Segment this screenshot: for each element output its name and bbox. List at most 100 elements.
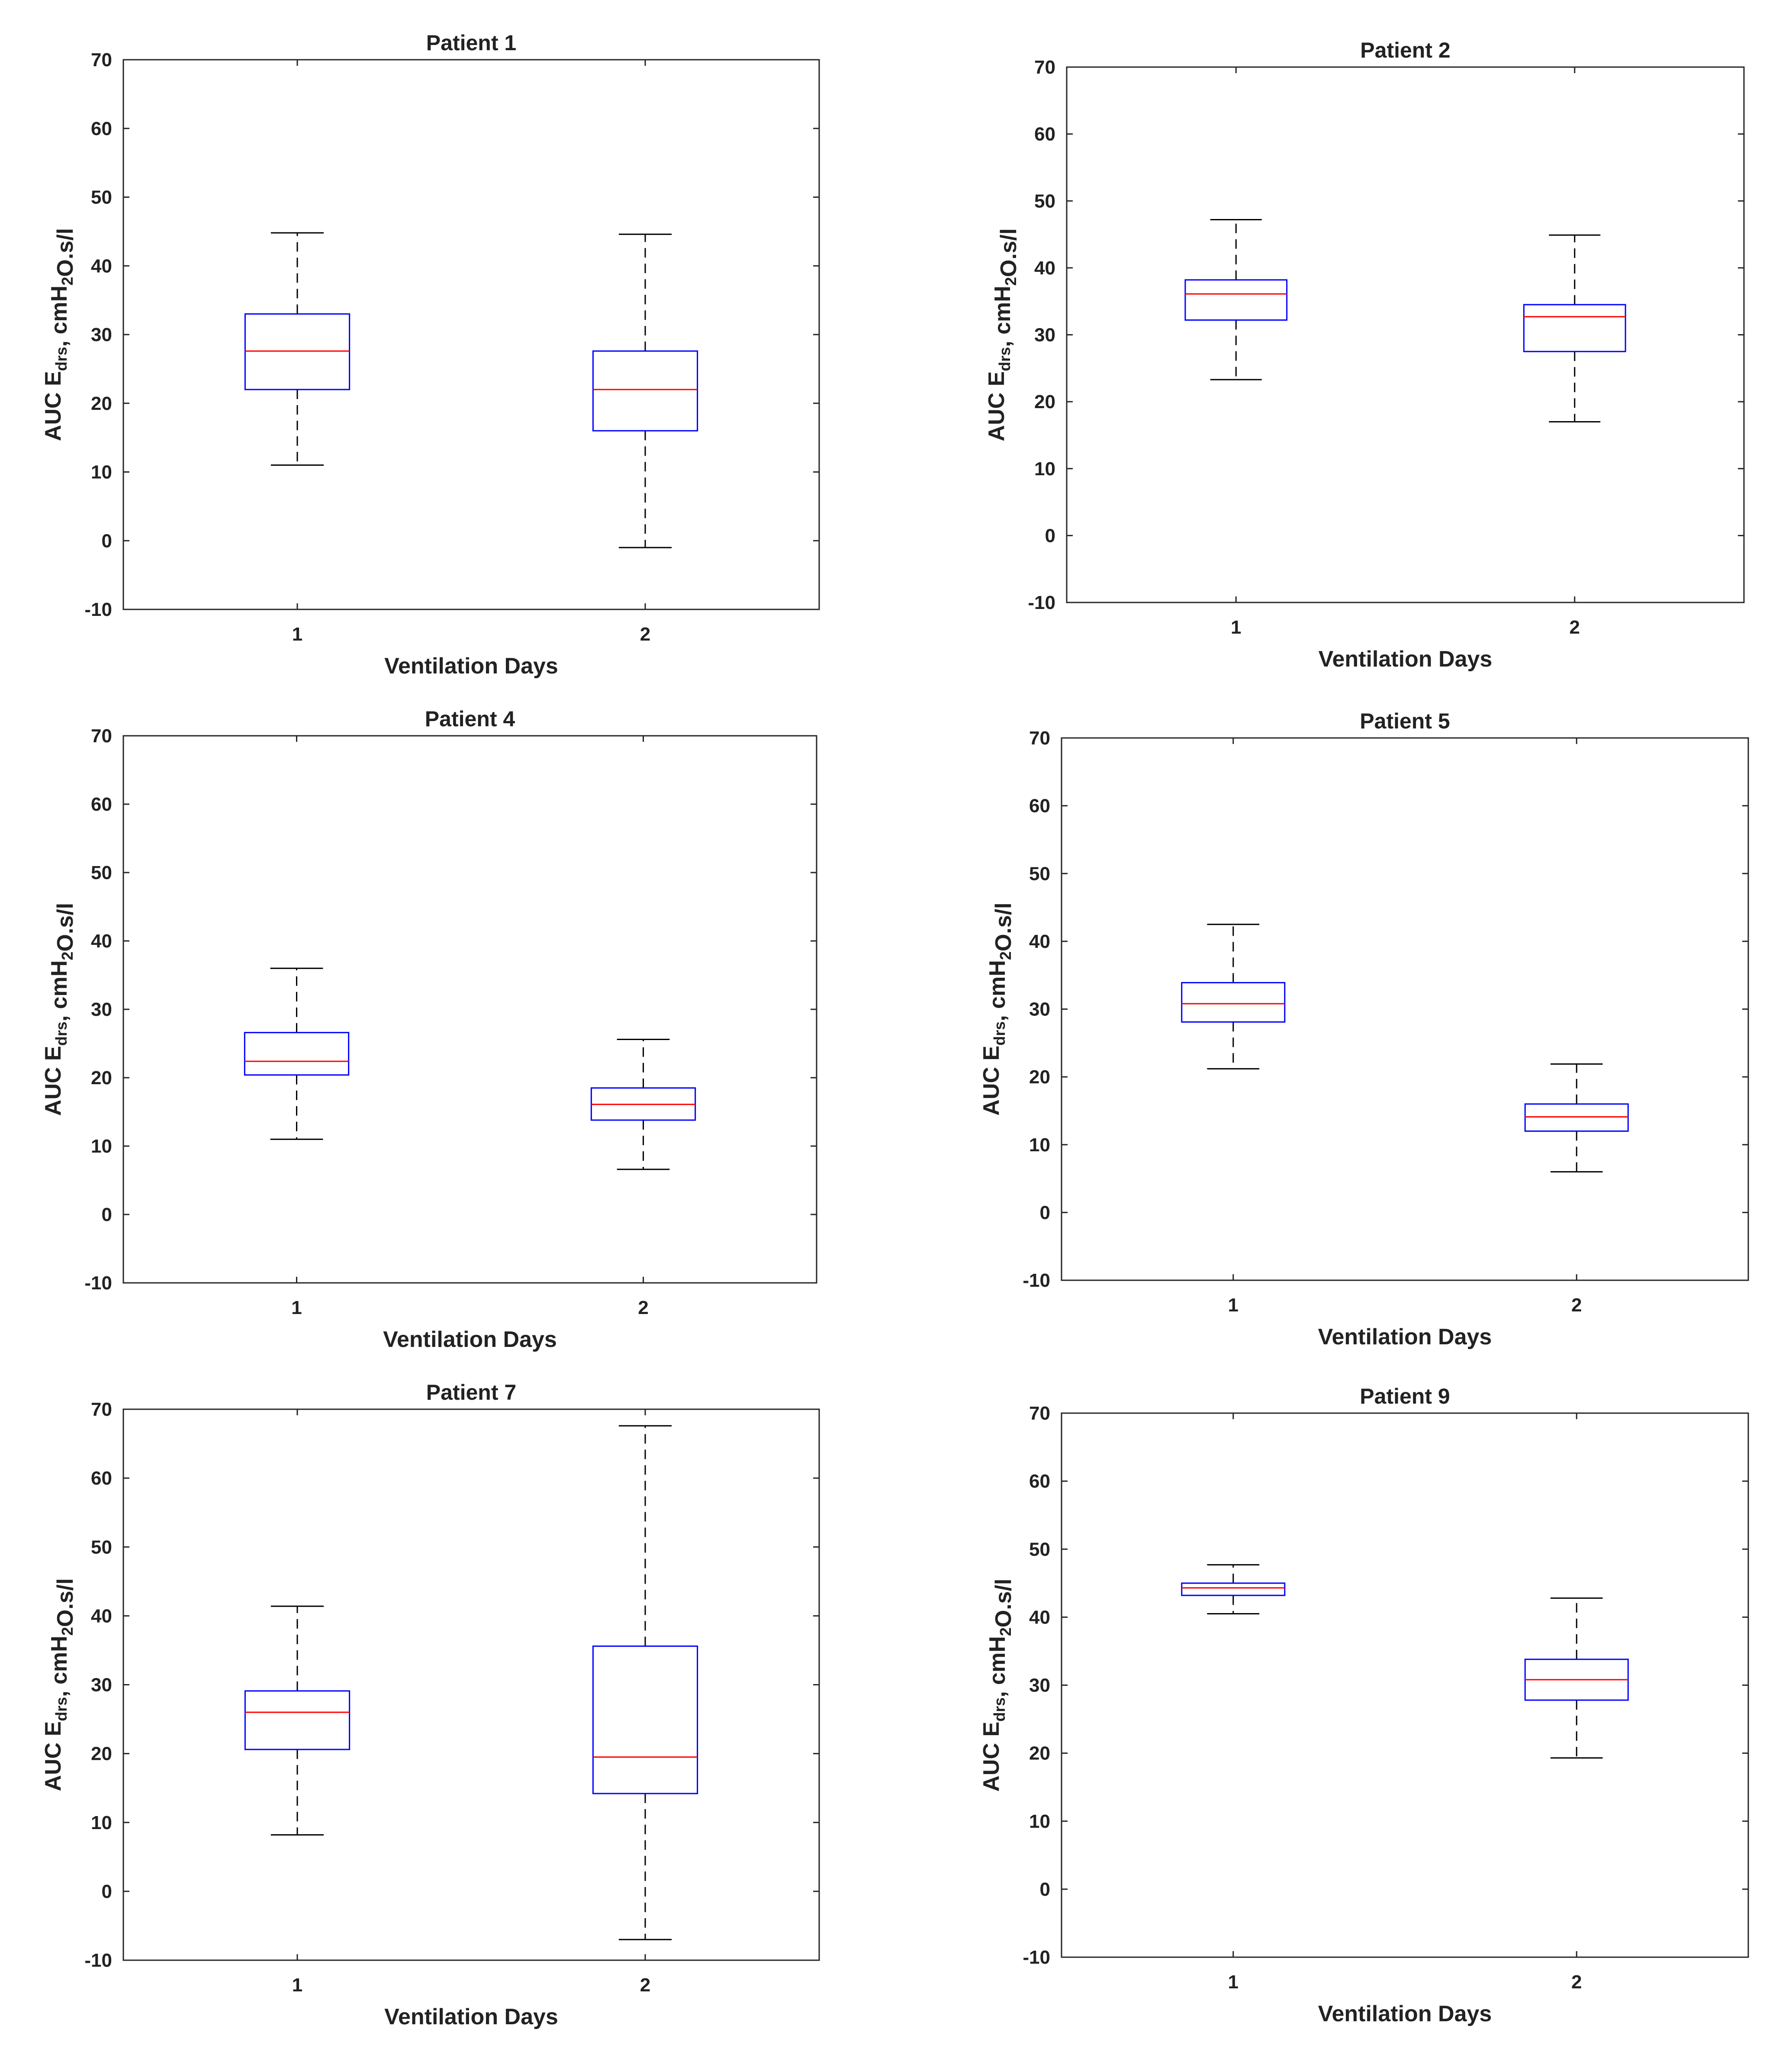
y-axis-label-part: AUC E bbox=[41, 1046, 66, 1116]
chart-panel-4: -10 0 10 20 30 40 50 60 70 1 2 Patient 5 Ventilation… bbox=[979, 709, 1749, 1350]
y-axis-label-part: AUC E bbox=[979, 1046, 1004, 1116]
y-tick-label: 40 bbox=[1029, 931, 1050, 952]
y-tick-label: 10 bbox=[1029, 1811, 1050, 1832]
iqr-box bbox=[592, 350, 698, 432]
x-tick-label: 2 bbox=[1571, 1971, 1582, 1993]
box-1 bbox=[244, 967, 350, 1140]
chart-panel-1: -10 0 10 20 30 40 50 60 70 1 2 Patient 1 Ventilation… bbox=[41, 31, 820, 679]
y-tick-label: 60 bbox=[91, 794, 112, 815]
y-axis-label: AUC Edrs, cmH2O.s/l bbox=[984, 228, 1021, 441]
box-2 bbox=[1524, 1063, 1629, 1172]
y-axis-label-subscript: 2 bbox=[58, 1627, 76, 1636]
chart-panel-6: -10 0 10 20 30 40 50 60 70 1 2 Patient 9 Ventilation… bbox=[979, 1384, 1749, 2026]
y-tick-label: 0 bbox=[1040, 1202, 1050, 1223]
x-tick-label: 1 bbox=[1228, 1971, 1239, 1993]
x-tick-label: 1 bbox=[292, 1974, 302, 1996]
y-tick-label: -10 bbox=[1028, 592, 1055, 613]
y-tick-label: 30 bbox=[1029, 1675, 1050, 1696]
y-tick-label: 20 bbox=[1029, 1066, 1050, 1088]
x-axis-label: Ventilation Days bbox=[383, 1327, 557, 1352]
x-axis-label: Ventilation Days bbox=[384, 654, 558, 679]
y-tick-label: 50 bbox=[1029, 1539, 1050, 1560]
y-tick-label: -10 bbox=[84, 1272, 112, 1294]
y-tick-label: 50 bbox=[91, 1536, 112, 1558]
chart-title: Patient 4 bbox=[425, 707, 515, 731]
chart-title: Patient 7 bbox=[426, 1380, 516, 1404]
y-axis-label-part: , cmH bbox=[47, 1636, 72, 1697]
y-tick-label: 40 bbox=[1034, 258, 1055, 279]
y-tick-label: 60 bbox=[91, 118, 112, 139]
y-tick-label: 50 bbox=[91, 862, 112, 883]
y-tick-label: 70 bbox=[1029, 1403, 1050, 1424]
y-tick-label: 60 bbox=[1034, 124, 1055, 145]
chart-title: Patient 2 bbox=[1360, 38, 1450, 62]
x-tick-label: 1 bbox=[291, 1297, 302, 1318]
y-tick-label: 60 bbox=[1029, 796, 1050, 817]
y-axis-label-part: O.s/l bbox=[53, 903, 78, 952]
x-axis-label: Ventilation Days bbox=[1318, 1324, 1492, 1350]
y-tick-label: 70 bbox=[91, 49, 112, 71]
y-tick-label: 0 bbox=[102, 530, 112, 551]
y-tick-label: 50 bbox=[91, 187, 112, 208]
y-axis-label-subscript: 2 bbox=[997, 951, 1014, 960]
y-tick-label: 60 bbox=[1029, 1471, 1050, 1492]
y-tick-label: 0 bbox=[1045, 525, 1055, 546]
x-tick-label: 1 bbox=[292, 624, 302, 645]
y-axis-label-part: AUC E bbox=[41, 1721, 66, 1791]
y-axis-label-part: , cmH bbox=[985, 960, 1010, 1021]
x-axis-label: Ventilation Days bbox=[384, 2004, 558, 2029]
y-tick-label: 10 bbox=[91, 1136, 112, 1157]
y-tick-label: 20 bbox=[1034, 391, 1055, 412]
iqr-box bbox=[1523, 304, 1626, 352]
y-tick-label: 70 bbox=[91, 1399, 112, 1420]
y-tick-label: -10 bbox=[84, 599, 112, 620]
x-tick-label: 2 bbox=[640, 1974, 650, 1996]
x-tick-label: 2 bbox=[1570, 617, 1580, 638]
y-axis-label-part: AUC E bbox=[979, 1722, 1004, 1792]
y-tick-label: -10 bbox=[1023, 1947, 1050, 1968]
iqr-box bbox=[592, 1645, 698, 1794]
iqr-box bbox=[1181, 982, 1286, 1023]
y-axis-label: AUC Edrs, cmH2O.s/l bbox=[41, 1578, 78, 1791]
box-2 bbox=[592, 1425, 698, 1940]
y-tick-label: 30 bbox=[91, 324, 112, 345]
y-axis-label-part: , cmH bbox=[47, 960, 72, 1022]
y-tick-label: 20 bbox=[91, 1067, 112, 1089]
y-axis-label-part: AUC E bbox=[41, 371, 66, 441]
iqr-box bbox=[244, 1690, 351, 1750]
y-axis-label-part: O.s/l bbox=[991, 902, 1016, 951]
y-axis-label-subscript: 2 bbox=[58, 952, 76, 960]
y-axis-label-part: O.s/l bbox=[996, 228, 1021, 277]
box-1 bbox=[1181, 924, 1286, 1069]
y-axis-label-part: O.s/l bbox=[53, 228, 78, 277]
y-tick-label: 60 bbox=[91, 1468, 112, 1489]
y-tick-label: 0 bbox=[102, 1881, 112, 1902]
y-axis-label-part: AUC E bbox=[984, 371, 1009, 441]
y-tick-label: 70 bbox=[91, 725, 112, 747]
y-tick-label: 30 bbox=[1029, 999, 1050, 1020]
iqr-box bbox=[1524, 1103, 1629, 1132]
y-tick-label: 70 bbox=[1034, 57, 1055, 78]
y-tick-label: 30 bbox=[1034, 325, 1055, 346]
y-axis-label-subscript: drs bbox=[52, 347, 70, 371]
y-tick-label: 40 bbox=[91, 255, 112, 277]
chart-title: Patient 5 bbox=[1360, 709, 1450, 733]
y-axis-label-subscript: drs bbox=[996, 347, 1013, 371]
box-1 bbox=[244, 232, 351, 466]
chart-title: Patient 9 bbox=[1360, 1384, 1450, 1408]
y-axis-label-part: , cmH bbox=[985, 1636, 1010, 1697]
y-axis-label-part: O.s/l bbox=[991, 1578, 1016, 1627]
y-tick-label: 10 bbox=[91, 462, 112, 483]
iqr-box bbox=[244, 1032, 350, 1076]
y-axis-label: AUC Edrs, cmH2O.s/l bbox=[41, 228, 78, 441]
box-1 bbox=[1184, 219, 1288, 380]
y-tick-label: 40 bbox=[91, 931, 112, 952]
x-tick-label: 1 bbox=[1228, 1295, 1239, 1316]
box-2 bbox=[590, 1039, 696, 1170]
y-tick-label: 0 bbox=[1040, 1879, 1050, 1900]
y-tick-label: 20 bbox=[1029, 1743, 1050, 1764]
y-axis-label-subscript: 2 bbox=[58, 277, 76, 286]
y-tick-label: 50 bbox=[1034, 190, 1055, 212]
y-tick-label: 10 bbox=[1034, 458, 1055, 480]
